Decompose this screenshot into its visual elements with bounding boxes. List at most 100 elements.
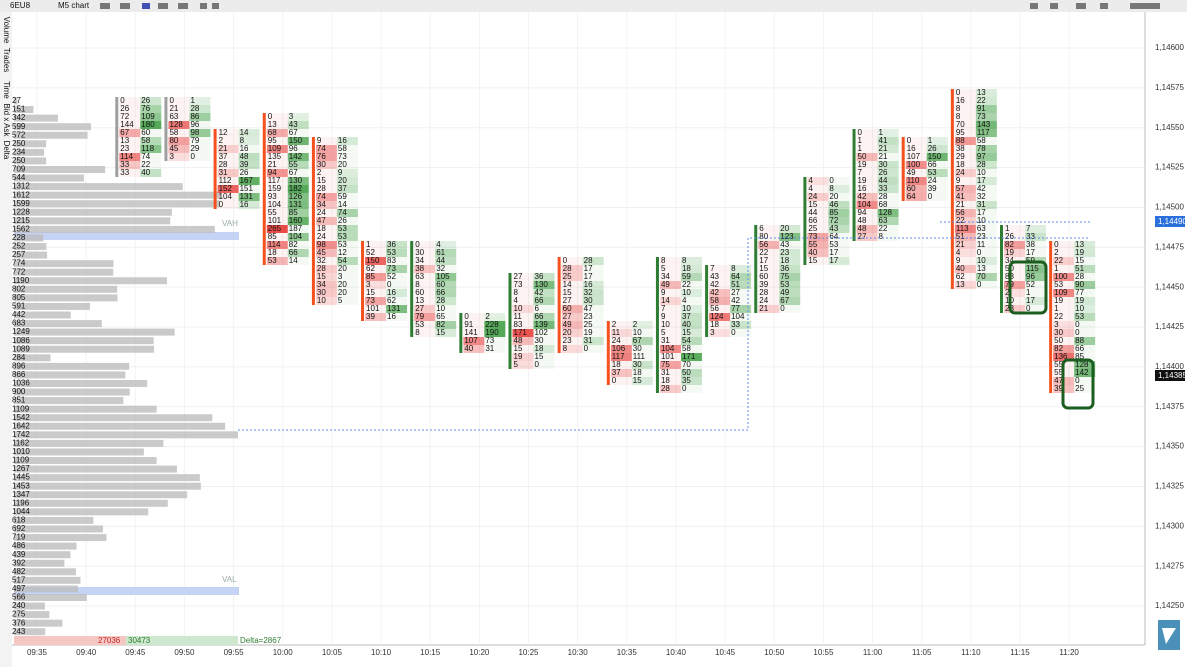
profile-volume: 566: [12, 593, 26, 602]
candle-body: [852, 129, 856, 241]
profile-bar: [14, 482, 201, 490]
bid-cell: [1053, 337, 1075, 345]
bid-volume: 45: [317, 248, 326, 257]
ask-volume: 30: [633, 344, 642, 353]
time-label: 09:35: [27, 648, 48, 657]
profile-volume: 1228: [12, 207, 30, 216]
bid-volume: 74: [317, 144, 326, 153]
ask-volume: 8: [682, 256, 687, 265]
ask-cell: [484, 321, 506, 329]
ask-volume: 30: [879, 160, 888, 169]
time-label: 10:15: [420, 648, 441, 657]
profile-volume: 1347: [12, 490, 30, 499]
ask-volume: 9: [338, 168, 343, 177]
icon[interactable]: [1076, 3, 1086, 9]
ask-volume: 187: [289, 224, 303, 233]
profile-bar: [14, 251, 48, 259]
bid-cell: [659, 313, 681, 321]
bid-volume: 39: [759, 280, 768, 289]
candle-body: [754, 225, 758, 313]
ask-cell: [975, 225, 997, 233]
ask-volume: 0: [387, 280, 392, 289]
bid-cell: [512, 329, 534, 337]
ask-cell: [336, 145, 358, 153]
level-badge-text: 1,14490: [1158, 217, 1187, 226]
bid-cell: [709, 313, 731, 321]
bid-cell: [365, 257, 387, 265]
icon[interactable]: [142, 3, 150, 9]
sidebar-tab[interactable]: Trades: [2, 48, 11, 73]
ask-volume: 96: [190, 120, 199, 129]
icon[interactable]: [212, 3, 219, 9]
bid-cell: [119, 121, 141, 129]
ask-volume: 31: [977, 200, 986, 209]
ask-cell: [435, 273, 457, 281]
bid-cell: [266, 257, 288, 265]
ask-volume: 43: [780, 240, 789, 249]
ask-cell: [877, 169, 899, 177]
icon[interactable]: [1130, 3, 1160, 9]
ask-cell: [779, 273, 801, 281]
time-label: 10:25: [518, 648, 539, 657]
ask-volume: 44: [436, 256, 445, 265]
bid-cell: [856, 185, 878, 193]
icon[interactable]: [120, 3, 130, 9]
ask-volume: 64: [829, 232, 838, 241]
bid-cell: [807, 241, 829, 249]
ask-volume: 38: [1026, 240, 1035, 249]
ask-cell: [336, 265, 358, 273]
ask-cell: [1025, 273, 1046, 281]
bid-volume: 28: [219, 160, 228, 169]
ask-volume: 118: [141, 144, 154, 153]
price-label: 1,14475: [1155, 242, 1184, 251]
ask-cell: [435, 297, 457, 305]
icon[interactable]: [1030, 3, 1038, 9]
ask-volume: 13: [1075, 240, 1084, 249]
bid-cell: [561, 265, 583, 273]
profile-volume: 1010: [12, 447, 30, 456]
logo-mark: [1162, 628, 1176, 644]
ask-cell: [730, 297, 752, 305]
bid-cell: [1004, 241, 1025, 249]
ask-cell: [730, 289, 752, 297]
sidebar-tab[interactable]: Volume: [2, 17, 11, 44]
profile-bar: [14, 516, 94, 524]
time-label: 10:40: [666, 648, 687, 657]
bid-volume: 4: [956, 248, 961, 257]
icon[interactable]: [200, 3, 207, 9]
chart-name[interactable]: M5 chart: [58, 1, 90, 10]
ask-volume: 0: [584, 344, 589, 353]
bid-cell: [758, 289, 780, 297]
sidebar-tab[interactable]: Bid x Ask: [2, 104, 11, 138]
ask-cell: [877, 129, 899, 137]
icon[interactable]: [1100, 3, 1108, 9]
ask-volume: 39: [240, 160, 249, 169]
icon[interactable]: [178, 3, 188, 9]
bid-volume: 43: [710, 272, 719, 281]
profile-volume: 243: [12, 627, 26, 636]
bid-volume: 114: [120, 152, 133, 161]
icon[interactable]: [1050, 3, 1058, 9]
profile-volume: 1312: [12, 182, 30, 191]
bid-cell: [561, 297, 583, 305]
sidebar-tab[interactable]: Time: [2, 81, 11, 99]
ask-volume: 1: [928, 136, 933, 145]
bid-cell: [414, 281, 436, 289]
symbol[interactable]: 6EU8: [10, 1, 31, 10]
bid-volume: 21: [219, 144, 228, 153]
profile-volume: 1190: [12, 276, 30, 285]
icon[interactable]: [158, 3, 168, 9]
bid-cell: [561, 273, 583, 281]
ask-volume: 61: [436, 248, 445, 257]
profile-volume: 772: [12, 267, 26, 276]
ask-cell: [287, 129, 309, 137]
bid-cell: [315, 177, 337, 185]
profile-volume: 1453: [12, 481, 30, 490]
icon[interactable]: [100, 3, 110, 9]
ask-cell: [975, 249, 997, 257]
ask-cell: [975, 177, 997, 185]
ask-cell: [189, 129, 211, 137]
sidebar-tab[interactable]: Delta: [2, 141, 11, 160]
bid-cell: [365, 305, 387, 313]
toolbar-icons: [100, 3, 1160, 9]
